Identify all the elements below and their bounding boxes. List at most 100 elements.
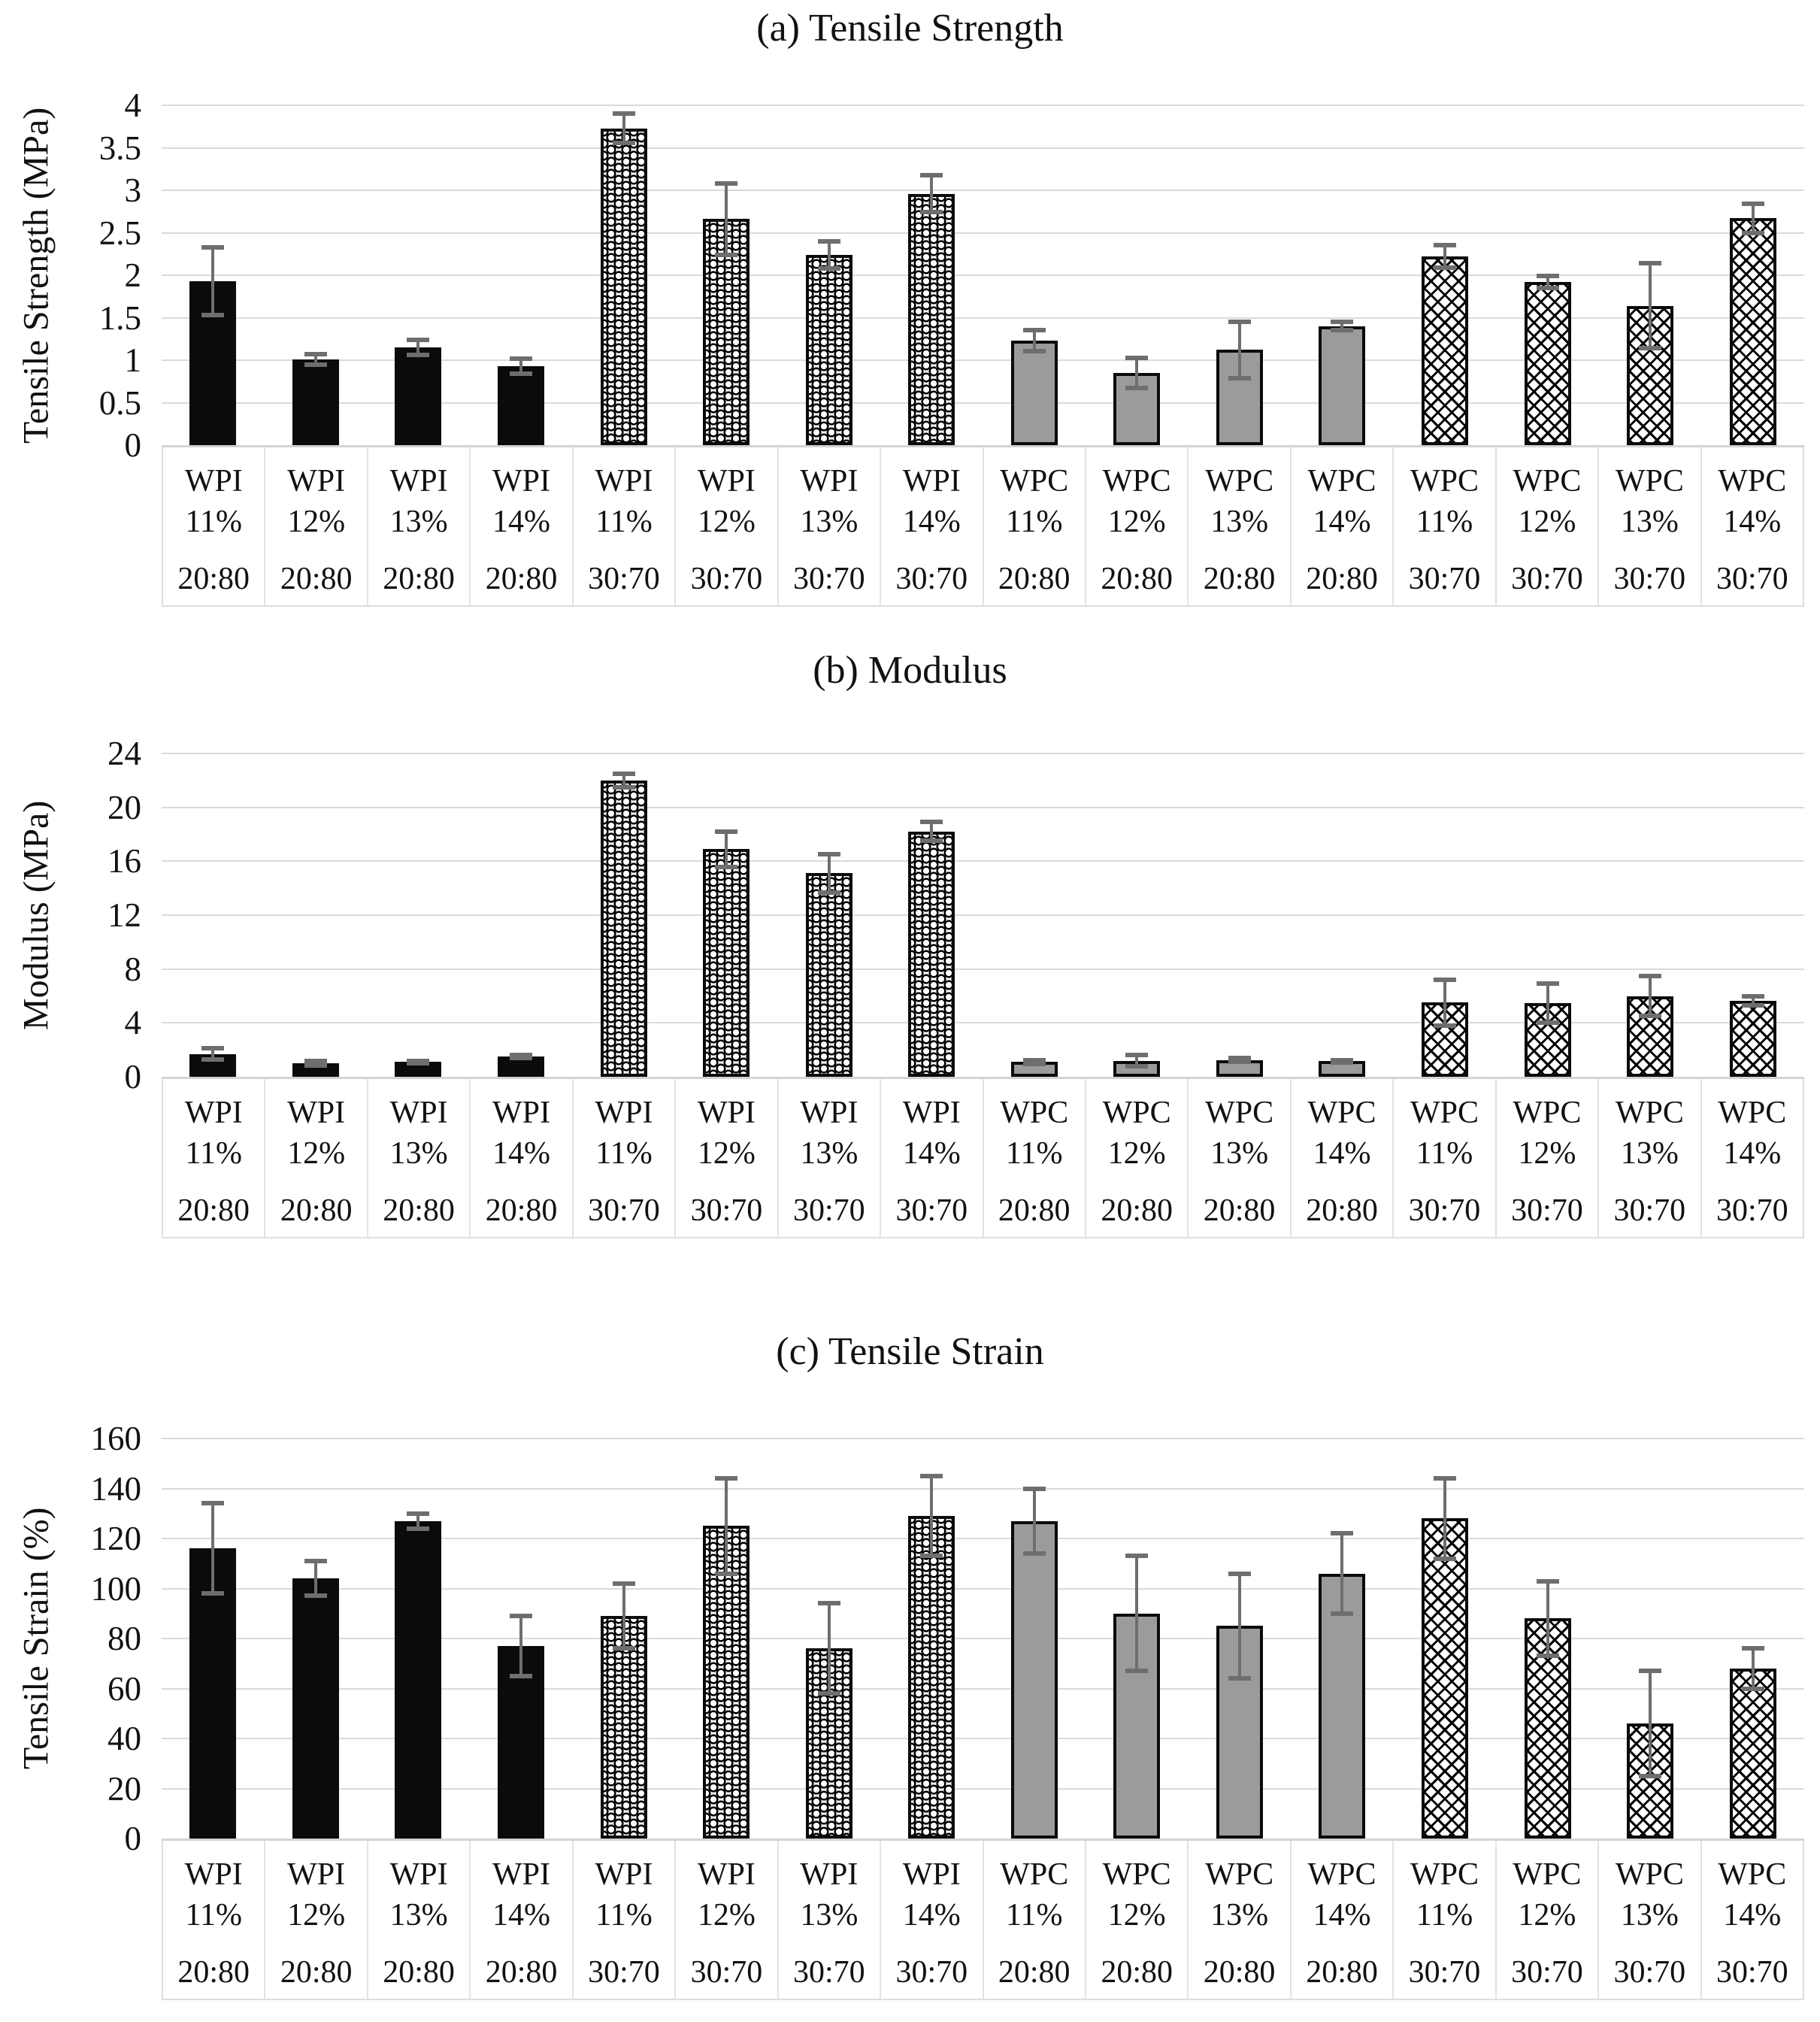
y-tick-label: 160 xyxy=(90,1420,142,1457)
error-bar-line xyxy=(622,773,625,787)
category-ratio: 30:70 xyxy=(690,1954,763,1990)
error-bar-cap xyxy=(1228,1060,1251,1065)
error-bar-line xyxy=(211,247,215,316)
gridline xyxy=(162,402,1804,404)
plot-area xyxy=(162,1438,1804,1841)
category-material: WPC xyxy=(1718,1857,1787,1892)
error-bar-cap xyxy=(1434,978,1457,982)
gridline xyxy=(162,1487,1804,1490)
gridline xyxy=(162,1687,1804,1690)
bar-wpc-11pct-20-80 xyxy=(1010,341,1058,445)
chart-title: (a) Tensile Strength xyxy=(756,7,1064,50)
category-material: WPI xyxy=(800,1096,859,1130)
error-bar-cap xyxy=(715,864,738,869)
error-bar-cap xyxy=(817,1691,840,1696)
category-ratio: 20:80 xyxy=(1306,561,1378,596)
category-material: WPI xyxy=(902,1096,961,1130)
error-bar-line xyxy=(930,822,934,841)
error-bar-cap xyxy=(407,1058,430,1063)
category-ratio: 30:70 xyxy=(1408,561,1481,596)
category-ratio: 30:70 xyxy=(793,1954,865,1990)
error-bar-cap xyxy=(201,1046,225,1051)
error-bar-line xyxy=(1135,357,1139,389)
category-concentration: 12% xyxy=(287,505,346,540)
category-label-cell: WPC 12% 20:80 xyxy=(1084,1841,1187,1999)
error-bar-cap xyxy=(304,352,327,357)
error-bar-cap xyxy=(920,1554,943,1559)
error-bar-cap xyxy=(1331,1531,1354,1536)
bar-wpc-11pct-20-80 xyxy=(1010,1520,1058,1839)
error-bar-cap xyxy=(1022,1061,1046,1066)
error-bar-cap xyxy=(920,820,943,825)
category-ratio: 20:80 xyxy=(998,1954,1070,1990)
category-label-cell: WPI 13% 30:70 xyxy=(777,1841,880,1999)
error-bar-cap xyxy=(407,1061,430,1066)
error-bar-line xyxy=(1751,1648,1755,1689)
error-bar-line xyxy=(622,114,625,143)
category-concentration: 13% xyxy=(800,1136,859,1172)
error-bar-line xyxy=(725,831,728,867)
category-concentration: 13% xyxy=(1620,505,1679,540)
error-bar-line xyxy=(1546,984,1549,1023)
category-material: WPI xyxy=(389,1857,448,1892)
error-bar-cap xyxy=(407,1526,430,1531)
bar-wpi-13pct-30-70 xyxy=(805,873,852,1077)
category-concentration: 14% xyxy=(1313,505,1371,540)
error-bar-line xyxy=(313,354,317,365)
category-label-cell: WPC 11% 20:80 xyxy=(982,1841,1085,1999)
category-concentration: 13% xyxy=(1210,505,1269,540)
error-bar-cap xyxy=(1434,1476,1457,1481)
error-bar-cap xyxy=(1434,243,1457,248)
y-tick-label: 24 xyxy=(108,735,141,772)
error-bar-cap xyxy=(920,210,943,215)
error-bar-cap xyxy=(1741,993,1764,999)
error-bar-cap xyxy=(612,140,635,145)
error-bar-cap xyxy=(1536,1020,1559,1026)
category-ratio: 20:80 xyxy=(280,561,353,596)
gridline xyxy=(162,1538,1804,1539)
category-concentration: 13% xyxy=(389,505,448,540)
y-tick-label: 4 xyxy=(124,1004,142,1042)
error-bar-cap xyxy=(920,172,943,177)
category-concentration: 11% xyxy=(1006,1898,1063,1933)
category-label-cell: WPI 12% 20:80 xyxy=(264,1841,366,1999)
category-concentration: 13% xyxy=(1620,1136,1679,1172)
bar-wpi-11pct-30-70 xyxy=(600,780,647,1077)
bar-wpi-14pct-20-80 xyxy=(497,365,544,445)
category-label-cell: WPC 11% 20:80 xyxy=(982,1079,1085,1237)
category-concentration: 14% xyxy=(902,1898,961,1933)
category-concentration: 13% xyxy=(800,505,859,540)
y-tick-label: 16 xyxy=(108,842,141,881)
category-ratio: 20:80 xyxy=(485,1193,558,1228)
category-concentration: 14% xyxy=(1313,1898,1371,1933)
gridline xyxy=(162,147,1804,149)
gridline xyxy=(162,914,1804,916)
error-bar-cap xyxy=(612,111,635,117)
category-material: WPC xyxy=(1718,464,1787,499)
error-bar-cap xyxy=(1741,1646,1764,1651)
category-concentration: 13% xyxy=(1210,1898,1269,1933)
x-axis-category-labels: WPI 11% 20:80 WPI 12% 20:80 WPI 13% 20:80 WPI 14% 2… xyxy=(162,447,1804,607)
y-tick-label: 140 xyxy=(90,1469,142,1508)
error-bar-cap xyxy=(1741,230,1764,235)
category-concentration: 11% xyxy=(1416,1898,1473,1933)
error-bar-cap xyxy=(817,852,840,857)
category-concentration: 11% xyxy=(1006,505,1063,540)
category-label-cell: WPC 13% 30:70 xyxy=(1597,447,1700,605)
bar-wpi-14pct-30-70 xyxy=(908,193,955,445)
gridline xyxy=(162,968,1804,970)
error-bar-cap xyxy=(1536,285,1559,290)
error-bar-cap xyxy=(1022,1057,1046,1063)
error-bar-line xyxy=(1032,330,1036,351)
category-concentration: 14% xyxy=(1723,1136,1782,1172)
error-bar-cap xyxy=(1228,1571,1251,1576)
y-tick-label: 4 xyxy=(124,86,142,124)
category-label-cell: WPC 13% 20:80 xyxy=(1187,1841,1289,1999)
error-bar-cap xyxy=(407,1511,430,1516)
category-ratio: 30:70 xyxy=(895,561,968,596)
category-concentration: 11% xyxy=(1416,1136,1473,1172)
category-ratio: 20:80 xyxy=(1101,1193,1173,1228)
y-tick-label: 0 xyxy=(124,1820,142,1857)
error-bar-cap xyxy=(304,1558,327,1563)
category-label-cell: WPI 14% 20:80 xyxy=(469,1841,571,1999)
